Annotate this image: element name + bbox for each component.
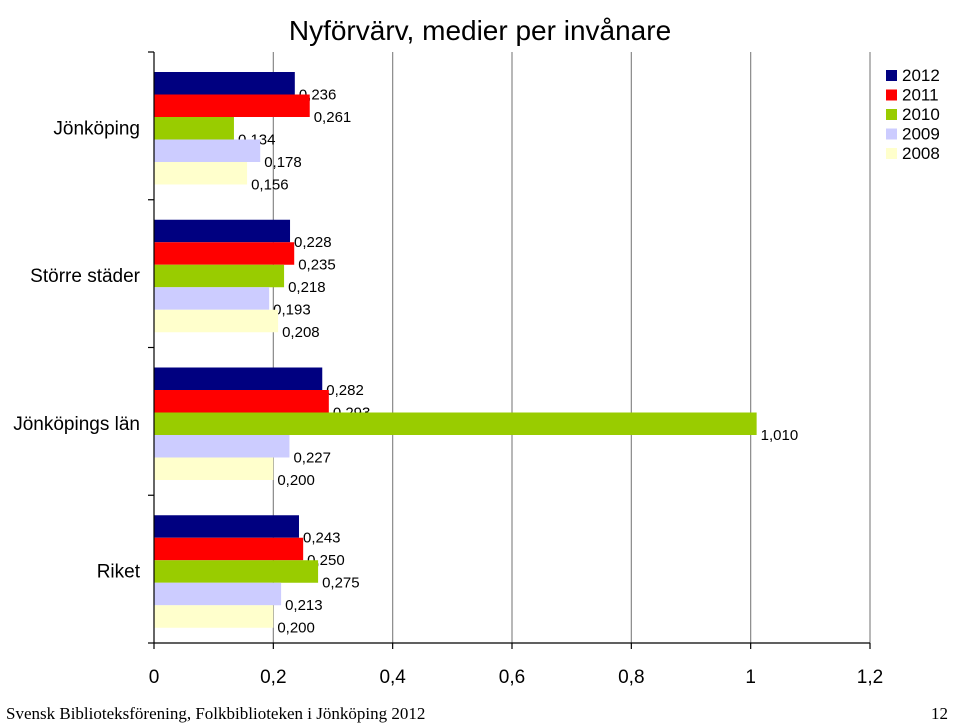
- gridlines: [272, 52, 871, 643]
- data-label: 0,243: [303, 530, 341, 547]
- data-label: 0,208: [282, 324, 320, 341]
- footer-page-number: 12: [931, 704, 948, 723]
- category-label: Jönköping: [53, 118, 140, 139]
- legend-label: 2011: [902, 86, 939, 105]
- bar-2008: [154, 605, 274, 628]
- legend-swatch-2010: [886, 109, 897, 120]
- data-label: 0,156: [251, 176, 289, 193]
- bar-2009: [154, 582, 282, 606]
- bar-2008: [154, 309, 279, 333]
- data-label: 0,178: [264, 154, 302, 171]
- category-label: Riket: [97, 562, 141, 583]
- bar-2008: [154, 162, 248, 185]
- legend-swatch-2012: [886, 70, 897, 81]
- data-label: 0,193: [273, 302, 311, 319]
- x-tick-label: 0,2: [260, 667, 286, 688]
- bar-2009: [154, 287, 270, 310]
- legend-swatch-2008: [886, 148, 897, 159]
- bar-2011: [154, 94, 310, 117]
- x-tick-label: 0,8: [618, 667, 644, 688]
- bar-2012: [154, 219, 291, 243]
- bar-2011: [154, 390, 329, 413]
- data-label: 0,261: [314, 109, 352, 126]
- bar-2012: [154, 72, 295, 95]
- data-label: 0,275: [322, 575, 360, 592]
- bar-2012: [154, 515, 299, 538]
- data-label: 0,200: [277, 620, 315, 637]
- bar-2008: [154, 457, 274, 480]
- bar-2010: [154, 264, 285, 288]
- data-label: 0,228: [294, 234, 332, 251]
- bar-2009: [154, 435, 290, 458]
- chart-title: Nyförvärv, medier per invånare: [289, 15, 671, 46]
- data-label: 0,235: [298, 257, 336, 274]
- bar-2011: [154, 242, 295, 265]
- data-label: 0,200: [277, 472, 315, 489]
- footer-source: Svensk Biblioteksförening, Folkbibliotek…: [6, 704, 426, 723]
- category-label: Större städer: [30, 266, 140, 287]
- data-label: 0,227: [293, 449, 331, 466]
- legend-swatch-2009: [886, 128, 897, 140]
- bar-2010: [154, 412, 757, 435]
- data-label: 0,218: [288, 279, 326, 296]
- category-label: Jönköpings län: [13, 414, 140, 435]
- x-tick-label: 0: [149, 667, 160, 688]
- axes: Jönköping Större städer Jönköpings län Rike…: [13, 51, 883, 688]
- bar-2010: [154, 560, 319, 583]
- legend-label: 2010: [902, 105, 940, 124]
- data-label: 0,282: [326, 382, 364, 399]
- bar-2010: [154, 117, 234, 140]
- legend-label: 2009: [902, 125, 940, 144]
- bar-2009: [154, 139, 261, 162]
- data-label: 0,213: [285, 597, 323, 614]
- x-tick-label: 1: [745, 667, 756, 688]
- x-tick-label: 0,6: [499, 667, 525, 688]
- bars: 0,2360,2610,1340,1780,1560,2280,2350,218…: [154, 72, 798, 637]
- x-tick-label: 1,2: [857, 667, 883, 688]
- legend-label: 2012: [902, 66, 940, 85]
- bar-2012: [154, 367, 323, 390]
- legend-label: 2008: [902, 144, 940, 163]
- data-label: 1,010: [761, 427, 799, 444]
- legend-swatch-2011: [886, 89, 897, 101]
- x-tick-label: 0,4: [379, 667, 406, 688]
- bar-2011: [154, 537, 304, 561]
